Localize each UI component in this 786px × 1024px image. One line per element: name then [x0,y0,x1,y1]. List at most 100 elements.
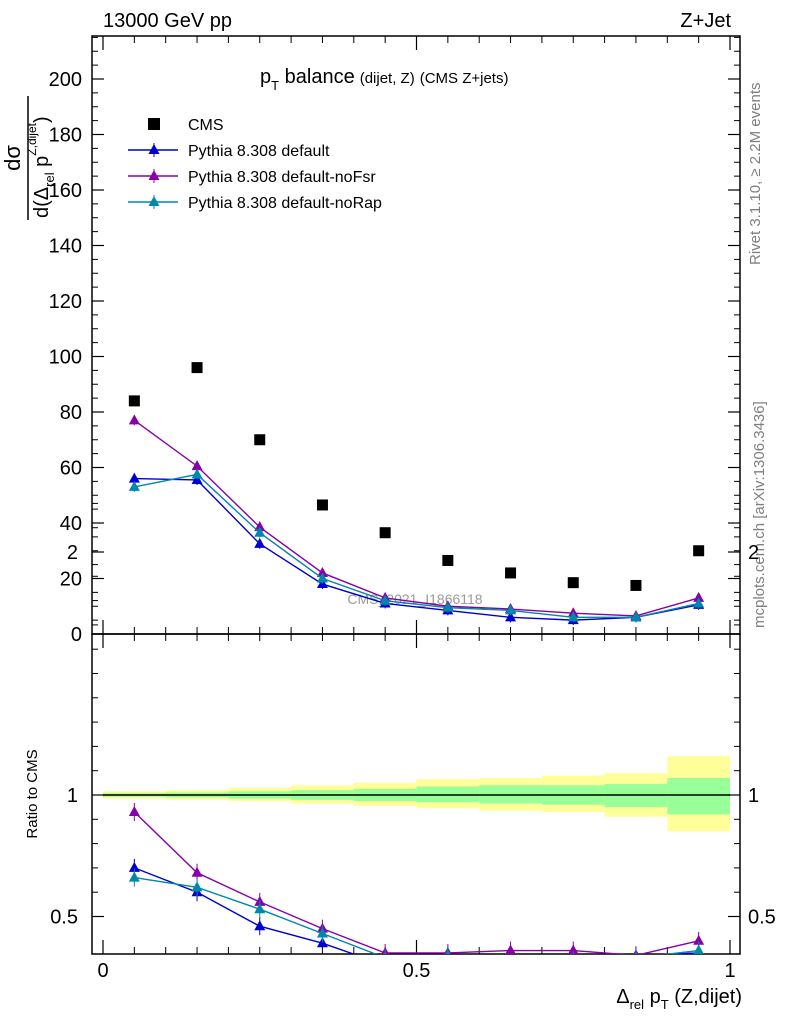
main-ytick-label: 100 [49,347,82,369]
ratio-point [568,966,579,976]
ratio-point [191,881,203,892]
main-ytick-label: 180 [49,125,82,147]
x-tick-label: 0 [97,960,108,982]
ratio-point [442,954,453,964]
main-ytick-label: 120 [49,291,82,313]
series-line [134,477,699,621]
main-axis-ticks: 0 20 40 60 80 100 120 140 160 180 200 [49,36,740,646]
legend-marker-square [148,118,160,130]
cms-data-point [379,527,391,539]
main-ytick-label: 160 [49,180,82,202]
ratio-point [383,951,387,954]
series-point [316,572,328,583]
series-point [505,611,517,622]
ratio-point [634,951,638,954]
x-tick-label: 1 [724,960,735,982]
ratio-series-line [134,867,699,954]
main-plot-data [128,362,705,626]
ratio-uncertainty-bands [103,756,730,832]
header-energy-label: 13000 GeV pp [103,10,232,32]
ratio-ytick-label: 0.5 [50,907,78,929]
legend-label: Pythia 8.308 default-noRap [188,195,382,212]
main-ytick-label: 20 [60,569,82,591]
series-point [128,480,140,491]
x-tick-label: 0.5 [403,960,431,982]
main-ytick-label: 40 [60,513,82,535]
header-process-label: Z+Jet [680,10,731,32]
ratio-ytick-label: 1 [67,785,78,807]
main-ytick-label: 80 [60,402,82,424]
series-point [128,472,140,483]
ratio-point [568,954,579,964]
series-point [630,611,642,622]
cms-data-point [693,545,705,557]
series-point [254,521,266,532]
series-line [134,473,699,619]
series-point [505,604,517,615]
chart-title: pT balance (dijet, Z) (CMS Z+jets) [260,66,508,93]
cms-data-point [191,362,203,374]
ratio-point [505,944,516,954]
ratio-point [568,944,579,954]
y-axis-denominator: d(Δrel pZ,dijet) [25,116,57,218]
ratio-point [128,861,140,872]
ratio-point [693,944,704,954]
cms-data-point [630,579,642,591]
legend-label: CMS [188,117,224,134]
cms-data-point [128,395,140,407]
ratio-point [445,949,451,954]
ratio-point [128,871,140,882]
main-ytick-label: 0 [71,624,82,646]
cms-data-point [505,567,517,579]
legend-label: Pythia 8.308 default [188,143,330,160]
cms-data-point [316,499,328,511]
ratio-axis-label: Ratio to CMS [24,749,41,838]
series-point [379,594,391,605]
ratio-ytick-label-right: 1 [748,785,759,807]
mcplots-label: mcplots.cern.ch [arXiv:1306.3436] [751,401,768,628]
legend: CMS Pythia 8.308 default Pythia 8.308 defa… [128,117,382,212]
series-point [254,526,266,537]
series-point [442,601,454,612]
series-point [693,591,705,602]
legend-marker-triangle [148,196,160,206]
cms-data-point [442,554,454,566]
ratio-point [191,866,203,877]
legend-label: Pythia 8.308 default-noFsr [188,169,376,186]
legend-marker-triangle [148,144,160,154]
series-point [567,611,579,622]
series-point [254,537,266,548]
main-ytick-label: 200 [49,69,82,91]
legend-marker-triangle [148,170,160,180]
ratio-point [505,957,516,967]
series-point [191,460,203,471]
ratio-ytick-label-right: 0.5 [748,907,776,929]
main-ytick-label: 60 [60,458,82,480]
ratio-band-green [667,777,730,815]
series-point [693,597,705,608]
y-axis-label: dσ d(Δrel pZ,dijet) [0,96,57,220]
ratio-ytick-label: 2 [67,542,78,564]
cms-data-point [254,434,266,446]
ratio-axis-ticks: 0.5 0.5 1 1 2 2 [50,502,776,929]
series-point [316,566,328,577]
ratio-point [254,903,266,914]
ratio-point [505,966,516,976]
ratio-point [128,806,140,817]
ratio-point [693,934,705,945]
y-axis-numerator: dσ [0,145,25,171]
ratio-ytick-label-right: 2 [748,542,759,564]
rivet-version-label: Rivet 3.1.10, ≥ 2.2M events [747,83,764,266]
ratio-point [380,959,391,969]
series-line [133,419,699,617]
series-point [128,414,140,425]
ratio-series-line [134,876,699,954]
main-ytick-label: 140 [49,236,82,258]
ratio-plot-data [128,803,705,976]
ratio-series-line [133,811,699,954]
cms-data-point [567,577,579,589]
ratio-point [254,920,266,931]
series-point [191,468,203,479]
x-axis-label: Δrel pT (Z,dijet) [616,986,742,1012]
